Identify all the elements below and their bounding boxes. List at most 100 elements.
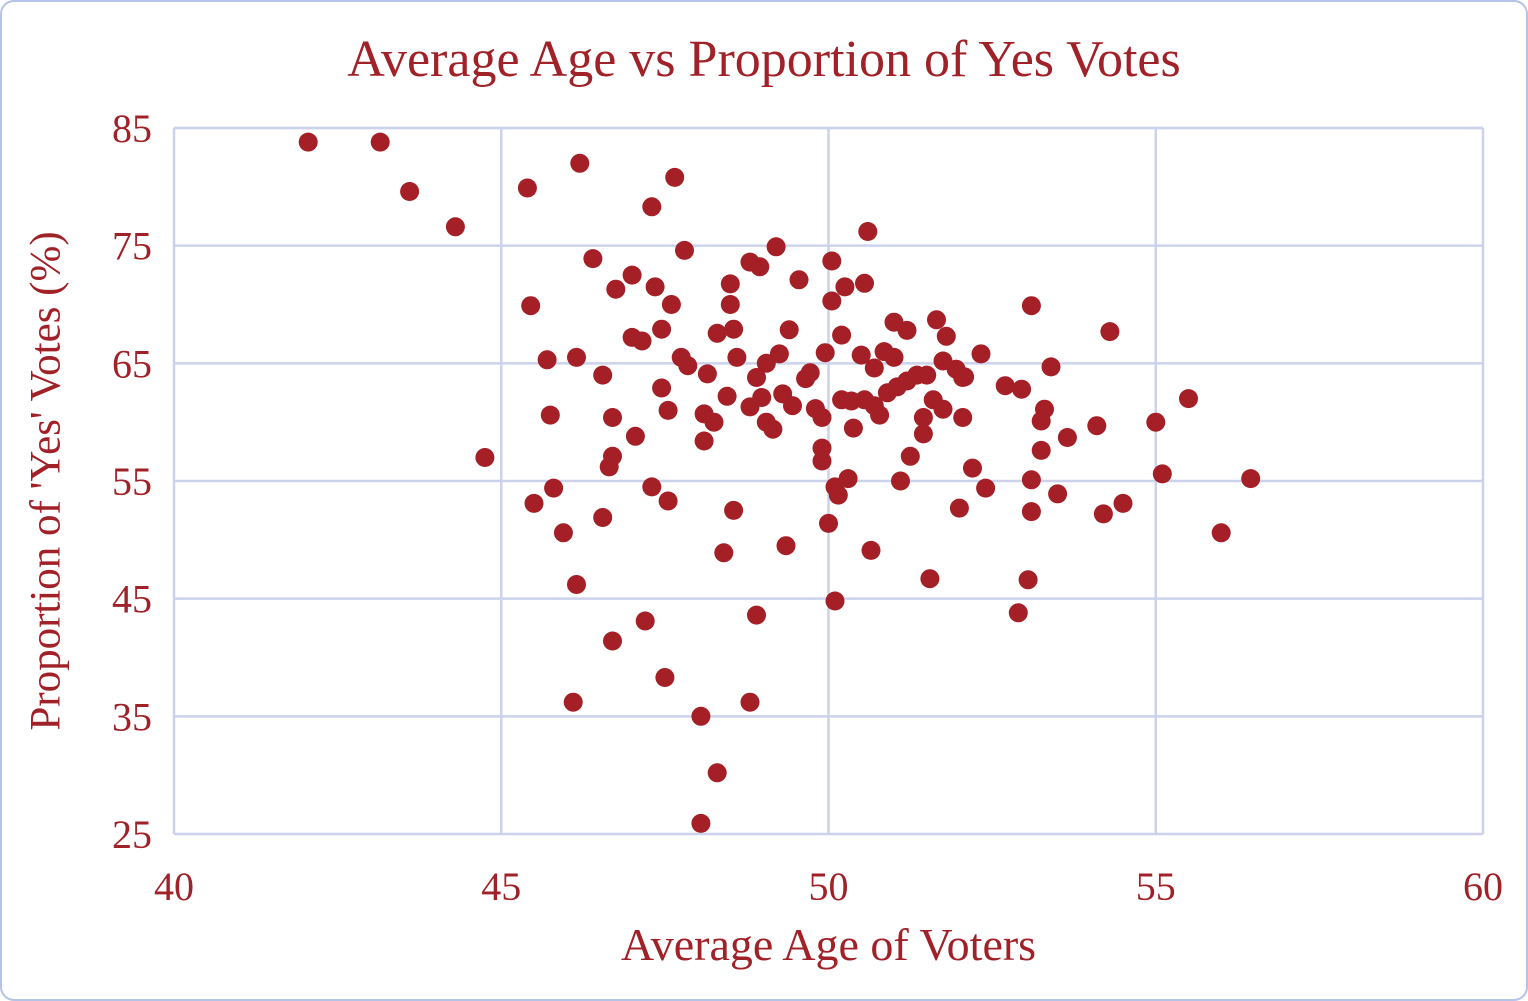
data-point-106 (828, 485, 848, 505)
data-point-108 (658, 491, 678, 511)
data-point-139 (1018, 570, 1038, 590)
data-point-118 (995, 376, 1015, 396)
data-point-38 (1100, 322, 1120, 342)
data-point-131 (1048, 484, 1068, 504)
data-point-27 (897, 320, 917, 340)
data-point-67 (917, 365, 937, 385)
data-point-147 (707, 763, 727, 783)
data-point-43 (603, 408, 622, 427)
data-point-6 (583, 249, 603, 269)
data-point-60 (800, 363, 820, 383)
data-point-23 (661, 295, 681, 314)
y-axis-title-text: Proportion of 'Yes' Votes (%) (22, 231, 70, 731)
data-point-46 (599, 457, 619, 477)
data-point-12 (675, 240, 694, 260)
data-point-34 (724, 319, 744, 339)
data-point-114 (920, 569, 940, 589)
data-point-119 (1012, 379, 1032, 399)
data-point-113 (861, 540, 881, 560)
data-point-47 (544, 478, 564, 498)
data-point-95 (812, 408, 832, 427)
data-point-142 (635, 611, 655, 631)
data-point-18 (789, 270, 809, 290)
x-tick-label-45: 45 (481, 864, 521, 909)
data-point-130 (1021, 470, 1041, 490)
data-point-103 (891, 471, 910, 491)
data-point-148 (691, 813, 711, 833)
chart-title: Average Age vs Proportion of Yes Votes (347, 31, 1181, 88)
data-point-117 (1041, 357, 1061, 377)
data-point-29 (936, 326, 956, 346)
data-point-115 (825, 591, 845, 611)
data-point-54 (697, 364, 717, 384)
data-point-93 (783, 396, 802, 416)
data-point-17 (622, 265, 642, 285)
data-point-5 (570, 153, 590, 173)
data-point-10 (642, 197, 662, 217)
data-point-123 (1057, 428, 1077, 447)
data-point-42 (540, 405, 560, 425)
data-point-101 (913, 424, 933, 444)
data-point-88 (953, 408, 973, 427)
y-tick-label-85: 85 (112, 106, 152, 151)
data-point-25 (822, 291, 842, 311)
data-point-138 (1211, 523, 1231, 543)
data-point-41 (593, 365, 613, 385)
data-point-149 (1008, 603, 1028, 623)
data-point-78 (658, 400, 678, 420)
data-point-64 (884, 347, 904, 367)
x-axis-title: Average Age of Voters (620, 919, 1037, 970)
data-point-84 (870, 405, 890, 425)
data-point-110 (819, 513, 838, 533)
data-point-21 (855, 273, 874, 293)
data-point-48 (524, 493, 544, 513)
data-point-128 (963, 458, 982, 478)
x-tick-label-50: 50 (809, 864, 849, 909)
x-tick-label-60: 60 (1463, 864, 1503, 909)
data-point-24 (720, 295, 740, 314)
data-point-36 (832, 325, 852, 345)
data-point-62 (851, 345, 871, 365)
data-point-90 (704, 412, 724, 432)
data-point-8 (521, 296, 541, 316)
data-point-37 (1021, 296, 1041, 316)
data-point-20 (835, 277, 855, 297)
data-point-22 (720, 274, 740, 294)
data-point-97 (694, 431, 714, 451)
data-point-107 (642, 477, 662, 497)
y-tick-label-75: 75 (112, 224, 152, 269)
data-point-13 (766, 237, 786, 257)
data-point-51 (567, 575, 586, 594)
data-point-141 (563, 692, 583, 712)
data-point-31 (632, 331, 652, 351)
data-point-55 (727, 347, 747, 367)
data-point-102 (900, 446, 920, 466)
data-point-58 (747, 368, 766, 387)
data-point-33 (707, 323, 727, 343)
data-point-40 (567, 347, 586, 367)
x-tick-label-40: 40 (154, 864, 194, 909)
data-point-127 (1031, 440, 1051, 460)
data-point-44 (475, 448, 495, 467)
data-point-75 (652, 378, 672, 398)
data-point-132 (949, 498, 969, 518)
data-point-79 (740, 397, 760, 417)
data-point-135 (1113, 493, 1133, 513)
data-point-11 (858, 222, 878, 241)
data-point-143 (747, 605, 766, 625)
data-point-19 (645, 277, 665, 297)
data-point-1 (370, 132, 390, 152)
data-point-112 (776, 536, 796, 556)
data-point-125 (1146, 412, 1166, 432)
data-point-2 (400, 182, 420, 201)
data-point-136 (1152, 464, 1172, 484)
data-point-144 (655, 668, 675, 687)
y-tick-label-55: 55 (112, 459, 152, 504)
data-point-140 (603, 631, 622, 651)
data-point-122 (1031, 411, 1051, 431)
data-point-35 (779, 320, 799, 340)
data-point-146 (691, 706, 711, 726)
data-point-133 (1021, 502, 1041, 522)
data-point-134 (1093, 504, 1113, 524)
